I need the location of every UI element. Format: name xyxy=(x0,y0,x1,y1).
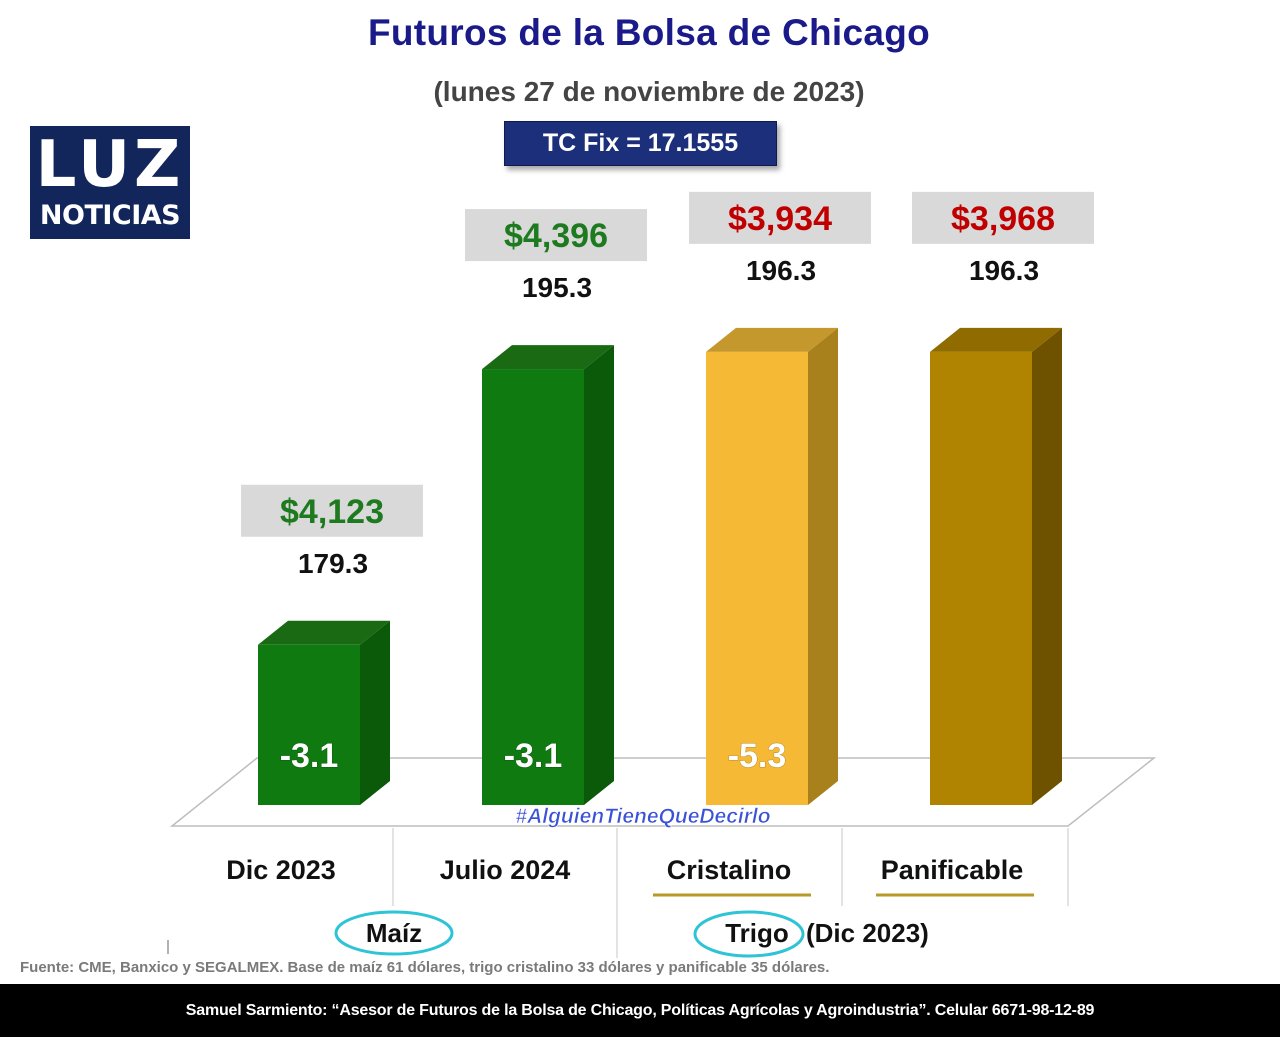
chart-floor xyxy=(169,757,1157,827)
group-label-trigo: Trigo xyxy=(725,918,789,948)
bar-top xyxy=(258,620,390,645)
bar-value-label: 196.3 xyxy=(969,255,1039,286)
bar-side xyxy=(584,345,614,805)
logo-luz-text: LUZ xyxy=(35,128,185,202)
price-label: $3,934 xyxy=(728,200,832,238)
bar-change-label: -3.1 xyxy=(280,737,339,775)
bar-top xyxy=(930,327,1062,352)
bar-side xyxy=(1032,327,1062,805)
bar-top xyxy=(706,327,838,352)
price-box xyxy=(241,484,423,537)
watermark-hashtag: #AlguienTieneQueDecirlo xyxy=(515,805,770,828)
x-tick-label: Panificable xyxy=(881,855,1024,885)
source-note: Fuente: CME, Banxico y SEGALMEX. Base de… xyxy=(20,959,830,976)
chart-title: Futuros de la Bolsa de Chicago xyxy=(367,12,931,53)
bar xyxy=(482,369,584,805)
group-highlight-circle xyxy=(334,910,454,956)
chart-subtitle: (lunes 27 de noviembre de 2023) xyxy=(433,76,865,107)
price-label: $4,396 xyxy=(504,217,608,255)
bar-chart: -3.1 179.3 $4,123 Dic 2023 -3.1 195.3 $4,396 Ju… xyxy=(167,191,1157,958)
price-box xyxy=(689,191,871,244)
price-label: $3,968 xyxy=(951,200,1055,238)
bar xyxy=(258,644,360,805)
x-tick-label: Cristalino xyxy=(667,855,792,885)
bar-change-label: -5.3 xyxy=(728,737,787,775)
bar-top xyxy=(482,345,614,370)
x-tick-label: Dic 2023 xyxy=(226,855,336,885)
exchange-rate-badge: TC Fix = 17.1555 xyxy=(504,121,777,166)
luz-noticias-logo: LUZ NOTICIAS xyxy=(30,126,190,239)
logo-noticias-text: NOTICIAS xyxy=(39,200,181,231)
footer-banner: Samuel Sarmiento: “Asesor de Futuros de … xyxy=(0,984,1280,1037)
bar-side xyxy=(360,620,390,805)
bar xyxy=(930,351,1032,805)
bar-value-label: 196.3 xyxy=(746,255,816,286)
footer-text: Samuel Sarmiento: “Asesor de Futuros de … xyxy=(185,1001,1095,1019)
price-box xyxy=(465,209,647,262)
price-box xyxy=(912,191,1094,244)
bar-value-label: 195.3 xyxy=(522,272,592,303)
group-highlight-circle xyxy=(693,910,805,958)
x-tick-label: Julio 2024 xyxy=(440,855,571,885)
bar-value-label: 179.3 xyxy=(298,548,368,579)
group-label-maiz: Maíz xyxy=(366,918,422,948)
bar-change-label: -3.1 xyxy=(504,737,563,775)
bar-side xyxy=(808,327,838,805)
group-label-trigo-suffix: (Dic 2023) xyxy=(806,918,929,948)
price-label: $4,123 xyxy=(280,493,384,531)
bar xyxy=(706,351,808,805)
